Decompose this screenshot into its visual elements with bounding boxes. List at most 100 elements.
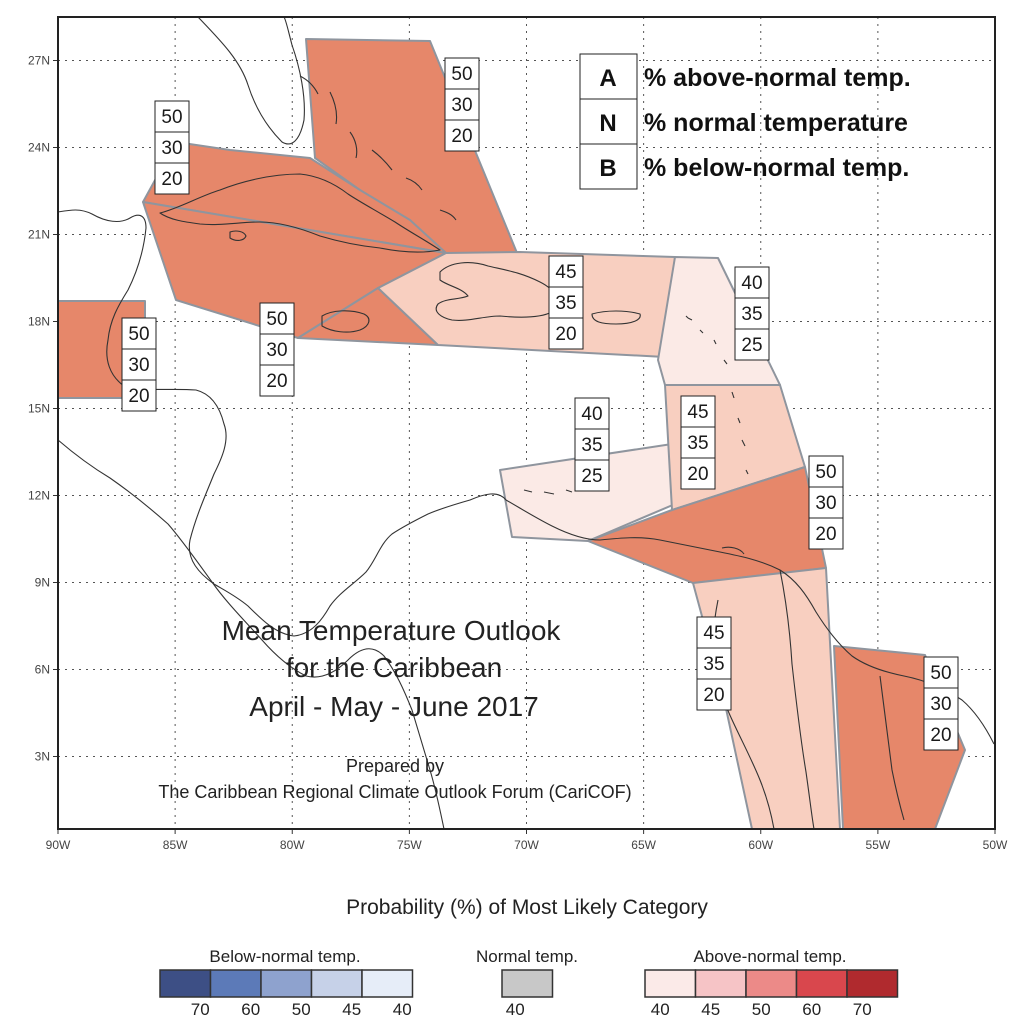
legend-group-title-normal: Normal temp. — [476, 947, 578, 966]
key-letter: B — [599, 155, 616, 182]
x-tick-label: 90W — [46, 838, 71, 852]
prob-cell-N — [734, 297, 770, 330]
x-tick-label: 50W — [983, 838, 1008, 852]
prob-value-A: 50 — [451, 64, 472, 85]
prob-value-N: 30 — [161, 138, 182, 159]
prob-cell-B — [154, 162, 190, 195]
prob-value-A: 45 — [687, 402, 708, 423]
prob-cell-B — [808, 517, 844, 550]
coast-abc-islands — [523, 489, 573, 495]
coast-central-america — [57, 209, 507, 637]
prob-stack-cuba-southeast: 50 30 20 — [259, 302, 295, 397]
y-tick-label: 9N — [35, 576, 50, 590]
prob-cell-N — [574, 428, 610, 461]
prob-value-A: 40 — [741, 273, 762, 294]
prob-value-A: 40 — [581, 404, 602, 425]
legend-swatch-value: 40 — [506, 1000, 525, 1019]
prob-cell-B — [444, 119, 480, 152]
organization: The Caribbean Regional Climate Outlook F… — [158, 782, 631, 802]
legend-swatch-value: 50 — [292, 1000, 311, 1019]
x-tick-label: 80W — [280, 838, 305, 852]
prob-value-N: 35 — [741, 304, 762, 325]
legend-swatch-value: 40 — [651, 1000, 670, 1019]
prob-cell-N — [808, 486, 844, 519]
legend-swatch-value: 60 — [241, 1000, 260, 1019]
key-letter-box — [579, 143, 638, 190]
prob-value-B: 20 — [451, 126, 472, 147]
prob-value-N: 30 — [451, 95, 472, 116]
prob-stack-hispaniola-puerto-rico: 45 35 20 — [548, 255, 584, 350]
prob-value-B: 20 — [266, 371, 287, 392]
prob-value-A: 50 — [266, 309, 287, 330]
coastlines — [57, 16, 995, 830]
legend: Below-normal temp. 70 60 50 45 40 Normal temp.… — [159, 947, 899, 1019]
axis-ticks: 90W 85W 80W 75W 70W 65W 60W 55W 50W 27N 24N 21N 18N 1… — [28, 54, 1008, 853]
prob-value-N: 30 — [128, 355, 149, 376]
key-description: % normal temperature — [644, 109, 908, 137]
prob-value-B: 25 — [741, 335, 762, 356]
legend-swatch-below-normal — [260, 969, 313, 998]
key-letter: A — [599, 65, 616, 92]
prob-value-A: 50 — [815, 462, 836, 483]
key-description: % below-normal temp. — [644, 154, 909, 182]
coast-lesser-antilles — [685, 315, 749, 555]
x-tick-label: 75W — [397, 838, 422, 852]
y-tick-label: 18N — [28, 315, 50, 329]
prob-cell-N — [154, 131, 190, 164]
prob-value-N: 35 — [581, 435, 602, 456]
prob-cell-B — [574, 459, 610, 492]
legend-swatch-value: 50 — [752, 1000, 771, 1019]
prob-value-B: 20 — [687, 464, 708, 485]
prob-value-A: 45 — [555, 262, 576, 283]
title-line-1: Mean Temperature Outlook — [222, 615, 562, 646]
y-tick-label: 3N — [35, 750, 50, 764]
prob-cell-A — [680, 395, 716, 428]
legend-swatch-value: 40 — [393, 1000, 412, 1019]
legend-swatch-value: 60 — [802, 1000, 821, 1019]
legend-swatch-below-normal — [310, 969, 363, 998]
prob-cell-A — [696, 616, 732, 649]
prob-cell-A — [548, 255, 584, 288]
prob-value-A: 50 — [930, 663, 951, 684]
legend-swatch-above-normal — [694, 969, 747, 998]
prob-cell-N — [259, 333, 295, 366]
legend-swatch-above-normal — [795, 969, 848, 998]
map-frame — [57, 16, 996, 830]
legend-group-title-above-normal: Above-normal temp. — [693, 947, 846, 966]
prob-stack-northwest-cuba: 50 30 20 — [154, 100, 190, 195]
coast-jamaica — [321, 310, 370, 333]
prob-stack-suriname-french-guiana: 50 30 20 — [923, 656, 959, 751]
title-line-3: April - May - June 2017 — [249, 691, 538, 722]
prob-value-N: 30 — [266, 340, 287, 361]
prob-stack-guyana: 45 35 20 — [696, 616, 732, 711]
title-line-2: for the Caribbean — [286, 652, 502, 683]
title-block: Mean Temperature Outlook for the Caribbe… — [158, 615, 631, 802]
prob-cell-A — [444, 57, 480, 90]
prob-value-B: 20 — [930, 725, 951, 746]
prob-value-A: 45 — [703, 623, 724, 644]
prob-value-B: 20 — [703, 685, 724, 706]
prob-stack-northern-leeward-islands: 40 35 25 — [734, 266, 770, 361]
coast-pacific-central-america — [57, 439, 445, 830]
y-tick-label: 6N — [35, 663, 50, 677]
key-letter: N — [599, 110, 616, 137]
coast-hispaniola — [435, 262, 558, 321]
probability-labels: 50 30 20 50 30 20 50 30 20 50 30 20 45 35 20 40 35 25 40 35… — [121, 57, 959, 751]
legend-swatch-below-normal — [361, 969, 414, 998]
prob-cell-B — [259, 364, 295, 397]
y-tick-label: 27N — [28, 54, 50, 68]
border-guyana-suriname — [779, 569, 815, 830]
y-tick-label: 12N — [28, 489, 50, 503]
key-description: % above-normal temp. — [644, 64, 911, 92]
legend-swatch-below-normal — [209, 969, 262, 998]
y-tick-label: 24N — [28, 141, 50, 155]
prob-cell-B — [696, 678, 732, 711]
prob-value-N: 30 — [930, 694, 951, 715]
legend-title: Probability (%) of Most Likely Category — [346, 896, 708, 919]
prob-value-B: 20 — [555, 324, 576, 345]
category-key: A % above-normal temp. N % normal temperatu… — [579, 53, 911, 190]
prob-cell-B — [680, 457, 716, 490]
coast-isla-juventud — [229, 230, 247, 241]
prob-cell-B — [121, 379, 157, 412]
